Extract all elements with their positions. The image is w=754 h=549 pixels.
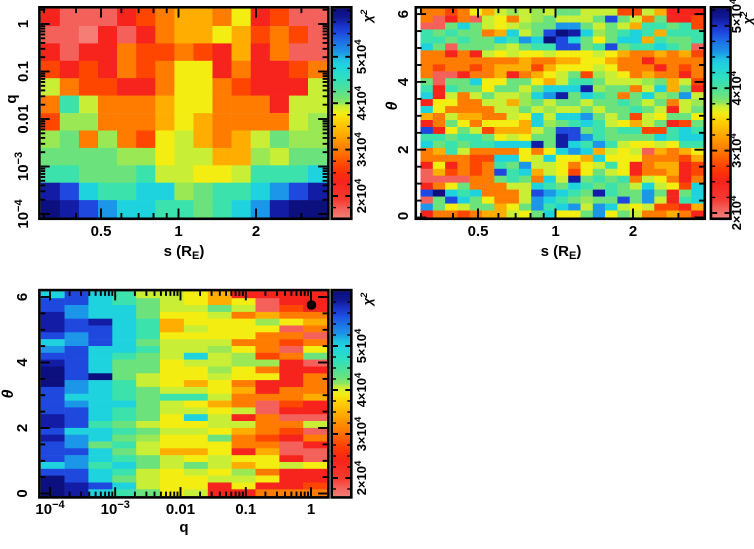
svg-text:1: 1 xyxy=(551,223,559,240)
svg-text:θ: θ xyxy=(0,389,17,398)
svg-text:0.5: 0.5 xyxy=(468,223,489,240)
svg-text:2×104: 2×104 xyxy=(353,178,369,213)
svg-text:0.5: 0.5 xyxy=(91,223,112,240)
svg-text:2: 2 xyxy=(395,146,412,154)
svg-text:2: 2 xyxy=(252,223,260,240)
svg-text:4×104: 4×104 xyxy=(728,70,744,105)
svg-text:0.1: 0.1 xyxy=(235,501,256,518)
svg-text:q: q xyxy=(179,519,188,536)
svg-text:4×104: 4×104 xyxy=(353,85,369,120)
svg-text:2: 2 xyxy=(629,223,637,240)
svg-text:0.1: 0.1 xyxy=(15,61,32,82)
svg-text:1: 1 xyxy=(15,20,32,28)
svg-text:3×104: 3×104 xyxy=(353,416,369,451)
svg-text:3×104: 3×104 xyxy=(353,132,369,167)
svg-text:2×104: 2×104 xyxy=(728,195,744,230)
svg-text:1: 1 xyxy=(307,501,315,518)
svg-text:4×104: 4×104 xyxy=(353,372,369,407)
svg-text:0: 0 xyxy=(14,489,31,497)
svg-text:θ: θ xyxy=(384,101,401,110)
svg-text:4: 4 xyxy=(14,358,31,367)
svg-text:0: 0 xyxy=(395,212,412,220)
svg-text:0.01: 0.01 xyxy=(166,501,195,518)
svg-text:2: 2 xyxy=(14,424,31,432)
svg-text:q: q xyxy=(3,94,20,103)
svg-text:6: 6 xyxy=(14,293,31,301)
svg-text:5×104: 5×104 xyxy=(353,39,369,74)
svg-text:5×104: 5×104 xyxy=(353,328,369,363)
svg-text:2×104: 2×104 xyxy=(353,460,369,495)
svg-text:1: 1 xyxy=(174,223,182,240)
svg-text:3×104: 3×104 xyxy=(728,133,744,168)
svg-text:6: 6 xyxy=(395,10,412,18)
svg-text:0.01: 0.01 xyxy=(15,104,32,133)
svg-text:4: 4 xyxy=(395,77,412,86)
svg-text:5×104: 5×104 xyxy=(728,0,744,33)
